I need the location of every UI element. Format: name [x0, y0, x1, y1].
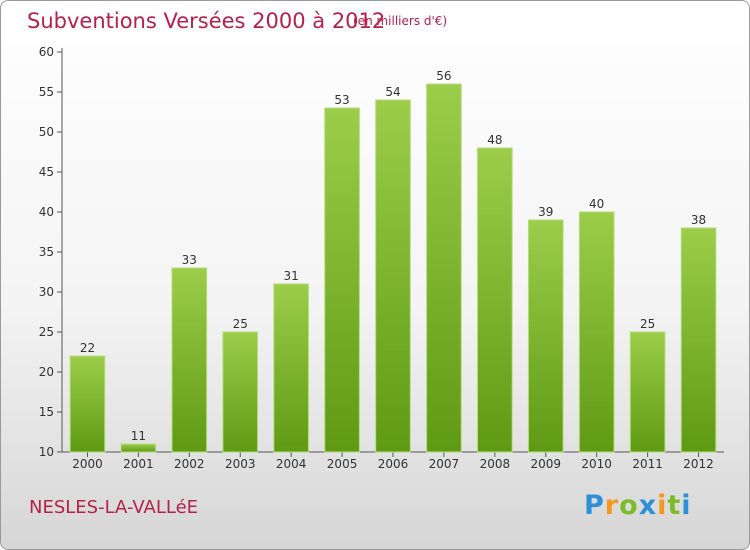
bar-value-label: 33: [182, 253, 197, 267]
bar: [69, 355, 106, 453]
x-tick-label: 2005: [327, 457, 358, 471]
bar: [222, 331, 259, 453]
bar: [324, 107, 360, 453]
x-tick-label: 2006: [378, 457, 409, 471]
x-tick-label: 2007: [429, 457, 460, 471]
x-tick-label: 2011: [632, 457, 663, 471]
bar: [629, 331, 666, 453]
x-tick-label: 2000: [72, 457, 103, 471]
bar: [120, 443, 157, 453]
y-tick-label: 25: [39, 325, 54, 339]
y-tick-label: 20: [39, 365, 54, 379]
bar: [171, 267, 208, 453]
bar-value-label: 54: [385, 85, 400, 99]
x-tick-label: 2003: [225, 457, 256, 471]
bar-value-label: 22: [80, 341, 95, 355]
bar-value-label: 48: [487, 133, 502, 147]
logo-letter: x: [638, 490, 658, 521]
y-tick-label: 15: [39, 405, 54, 419]
bar-value-label: 25: [233, 317, 248, 331]
y-tick-label: 50: [39, 125, 54, 139]
logo-letter: t: [667, 490, 682, 521]
bar: [680, 227, 717, 453]
bar: [375, 99, 411, 453]
x-tick-label: 2002: [174, 457, 205, 471]
logo-letter: r: [604, 490, 620, 521]
bar-value-label: 25: [640, 317, 655, 331]
chart-subtitle: (en milliers d'€): [353, 14, 448, 28]
chart-title: Subventions Versées 2000 à 2012: [27, 9, 386, 33]
x-tick-label: 2012: [683, 457, 714, 471]
logo-letter: i: [657, 490, 668, 521]
bar-value-label: 38: [691, 213, 706, 227]
bar-value-label: 31: [284, 269, 299, 283]
y-tick-label: 40: [39, 205, 54, 219]
logo-letter: o: [619, 490, 639, 521]
bar-value-label: 53: [334, 93, 349, 107]
bar: [527, 219, 564, 453]
commune-name: NESLES-LA-VALLéE: [29, 497, 199, 518]
bar-value-label: 40: [589, 197, 604, 211]
bar: [477, 147, 513, 453]
x-tick-label: 2008: [480, 457, 511, 471]
bar-value-label: 39: [538, 205, 553, 219]
x-tick-label: 2010: [581, 457, 612, 471]
y-tick-label: 35: [39, 245, 54, 259]
x-tick-label: 2004: [276, 457, 307, 471]
bar-value-label: 11: [131, 429, 146, 443]
y-tick-label: 60: [39, 45, 54, 59]
bar: [273, 283, 309, 453]
y-tick-label: 30: [39, 285, 54, 299]
bar: [426, 83, 462, 453]
y-tick-label: 55: [39, 85, 54, 99]
bar-value-label: 56: [436, 69, 451, 83]
y-tick-label: 45: [39, 165, 54, 179]
x-tick-label: 2001: [123, 457, 154, 471]
bar: [578, 211, 615, 453]
proxiti-logo: Proxiti: [584, 490, 692, 521]
logo-letter: i: [681, 490, 692, 521]
y-tick-label: 10: [39, 445, 54, 459]
logo-letter: P: [584, 490, 605, 521]
x-tick-label: 2009: [530, 457, 561, 471]
